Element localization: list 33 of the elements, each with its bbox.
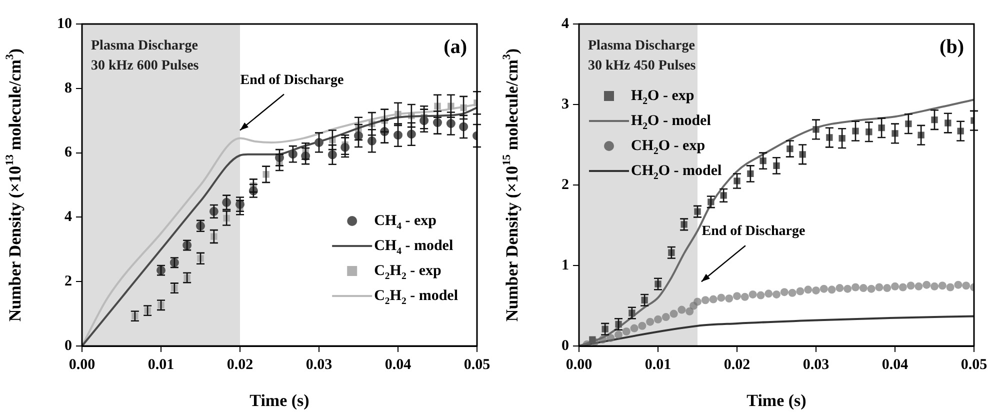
x-tick-label: 0.04 (384, 356, 412, 373)
y-tick-label: 10 (57, 16, 72, 32)
annotation: (b) (940, 36, 964, 58)
y-tick-label: 4 (562, 16, 570, 32)
annotation: End of Discharge (240, 72, 344, 88)
x-tick-label: 0.00 (566, 356, 592, 373)
x-tick-label: 0.02 (724, 356, 750, 373)
x-tick-label: 0.03 (802, 356, 830, 373)
band-label: Plasma Discharge 30 kHz 600 Pulses (91, 38, 200, 74)
annotation: End of Discharge (702, 224, 806, 240)
x-tick-label: 0.01 (148, 356, 174, 373)
x-tick-label: 0.05 (464, 356, 490, 373)
y-tick-label: 0 (562, 338, 569, 354)
x-tick-label: 0.05 (960, 356, 988, 373)
annotation: (a) (444, 36, 468, 58)
y-tick-label: 2 (64, 273, 72, 290)
y-axis-title: Number Density (×1015 molecule/cm3) (500, 48, 522, 322)
y-tick-label: 1 (562, 257, 569, 274)
x-tick-label: 0.04 (882, 356, 909, 373)
x-axis-title: Time (s) (746, 391, 806, 410)
x-tick-label: 0.03 (306, 356, 332, 373)
y-tick-label: 8 (64, 80, 72, 96)
y-tick-label: 4 (64, 209, 72, 226)
y-tick-label: 2 (562, 176, 569, 193)
x-tick-label: 0.02 (226, 356, 254, 373)
y-tick-label: 0 (64, 338, 72, 354)
x-tick-label: 0.00 (68, 356, 96, 373)
y-tick-label: 6 (64, 144, 72, 161)
x-tick-label: 0.01 (644, 356, 672, 373)
y-tick-label: 3 (562, 96, 569, 112)
x-axis-title: Time (s) (250, 391, 310, 410)
band-label: Plasma Discharge 30 kHz 450 Pulses (588, 38, 696, 74)
y-axis-title: Number Density (×1013 molecule/cm3) (4, 48, 24, 322)
